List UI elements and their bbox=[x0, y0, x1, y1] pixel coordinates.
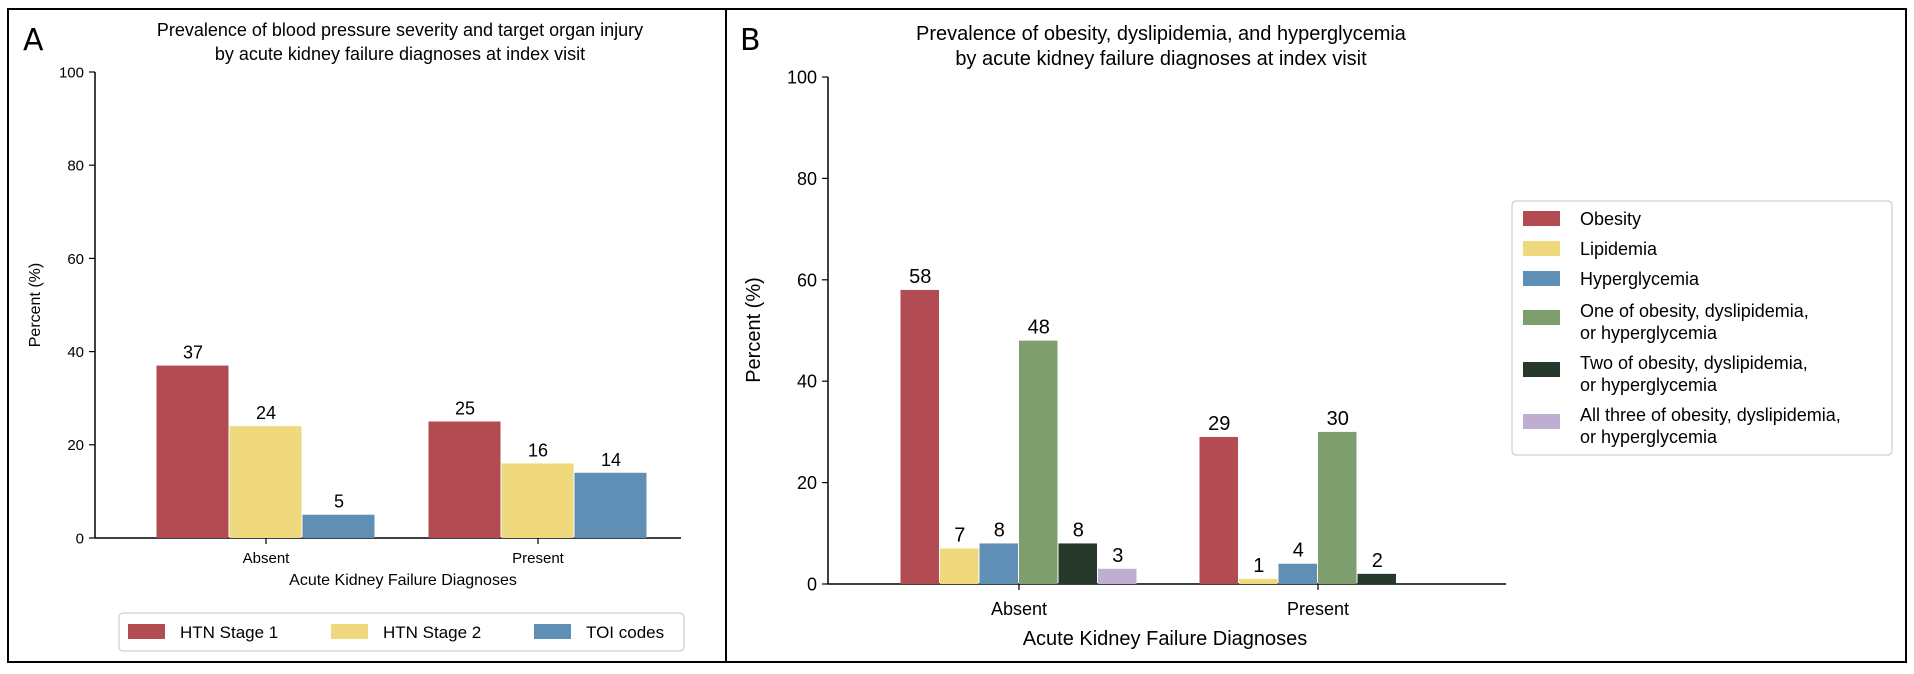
chart-0-y-tick-label: 20 bbox=[67, 437, 84, 454]
chart-1-data-label: 48 bbox=[1028, 317, 1050, 339]
bar-htn-stage-1-absent bbox=[156, 365, 229, 538]
legend-b-label-line-2: or hyperglycemia bbox=[1580, 427, 1718, 447]
chart-1-x-tick-label: Present bbox=[1287, 599, 1349, 619]
panel-b-title-line-1: Prevalence of obesity, dyslipidemia, and… bbox=[916, 23, 1407, 45]
bar-toi-codes-absent bbox=[302, 514, 375, 538]
legend-b-label-line-1: All three of obesity, dyslipidemia, bbox=[1580, 405, 1841, 425]
chart-1-data-label: 29 bbox=[1208, 413, 1230, 435]
chart-0-data-label: 24 bbox=[256, 403, 276, 423]
chart-0-data-label: 5 bbox=[334, 492, 344, 512]
chart-1-data-label: 30 bbox=[1327, 408, 1349, 430]
chart-0-y-tick-label: 100 bbox=[59, 64, 84, 81]
panel-a-letter: A bbox=[23, 23, 44, 58]
legend-a-swatch bbox=[331, 624, 368, 639]
bar-all-three-of-obesity-dyslipidemia-or-hyperglycemia-absent bbox=[1098, 568, 1137, 584]
chart-1-y-tick-label: 40 bbox=[797, 372, 817, 392]
chart-1-data-label: 3 bbox=[1112, 545, 1123, 567]
legend-b-label-line-1: One of obesity, dyslipidemia, bbox=[1580, 301, 1809, 321]
panel-b: B Prevalence of obesity, dyslipidemia, a… bbox=[740, 23, 1893, 650]
legend-b-swatch bbox=[1523, 414, 1560, 429]
chart-0-data-label: 16 bbox=[528, 440, 548, 460]
bar-one-of-obesity-dyslipidemia-or-hyperglycemia-absent bbox=[1019, 340, 1058, 584]
bar-two-of-obesity-dyslipidemia-or-hyperglycemia-absent bbox=[1058, 543, 1097, 584]
panel-a: A Prevalence of blood pressure severity … bbox=[23, 20, 685, 652]
chart-1-x-axis-label: Acute Kidney Failure Diagnoses bbox=[1023, 628, 1308, 650]
panel-b-legend: Obesity Lipidemia Hyperglycemia One of obes… bbox=[1511, 200, 1893, 456]
panel-a-title-line-1: Prevalence of blood pressure severity an… bbox=[157, 20, 643, 40]
legend-b-swatch bbox=[1523, 310, 1560, 325]
panel-b-letter: B bbox=[740, 23, 761, 58]
bar-hyperglycemia-present bbox=[1278, 563, 1317, 584]
chart-1-y-tick-label: 0 bbox=[807, 574, 817, 594]
panel-a-title-line-2: by acute kidney failure diagnoses at ind… bbox=[215, 44, 585, 64]
chart-1-y-axis-label: Percent (%) bbox=[743, 277, 765, 383]
legend-a-frame bbox=[118, 612, 685, 652]
bar-two-of-obesity-dyslipidemia-or-hyperglycemia-present bbox=[1357, 573, 1396, 584]
chart-0-x-axis-label: Acute Kidney Failure Diagnoses bbox=[289, 572, 517, 589]
chart-0-y-tick-label: 80 bbox=[67, 158, 84, 175]
panel-b-plot: 0 20 40 60 80 100 Absent 58 7 8 48 8 3 Present 29 1 4 30 2… bbox=[743, 67, 1506, 650]
legend-b-swatch bbox=[1523, 271, 1560, 286]
legend-b-label: Obesity bbox=[1580, 209, 1641, 229]
bar-htn-stage-2-present bbox=[501, 463, 574, 538]
legend-b-swatch bbox=[1523, 211, 1560, 226]
legend-b-label: Lipidemia bbox=[1580, 239, 1658, 259]
panel-b-title-line-2: by acute kidney failure diagnoses at ind… bbox=[955, 48, 1367, 70]
chart-1-data-label: 8 bbox=[994, 519, 1005, 541]
legend-b-swatch bbox=[1523, 362, 1560, 377]
chart-0-data-label: 14 bbox=[601, 450, 621, 470]
panel-a-border bbox=[7, 8, 727, 663]
bar-lipidemia-present bbox=[1239, 578, 1278, 584]
legend-a-label: TOI codes bbox=[586, 623, 664, 642]
chart-1-y-tick-label: 100 bbox=[787, 67, 817, 87]
chart-1-y-tick-label: 80 bbox=[797, 169, 817, 189]
bar-lipidemia-absent bbox=[940, 548, 979, 584]
chart-1-data-label: 7 bbox=[954, 525, 965, 547]
chart-1-x-tick-label: Absent bbox=[991, 599, 1047, 619]
chart-1-data-label: 4 bbox=[1293, 540, 1304, 562]
panel-a-plot: 0 20 40 60 80 100 Absent 37 24 5 Present 25 16 14 Acut… bbox=[27, 64, 681, 589]
chart-1-data-label: 58 bbox=[909, 266, 931, 288]
legend-b-swatch bbox=[1523, 241, 1560, 256]
panel-b-border bbox=[725, 8, 1907, 663]
chart-0-data-label: 25 bbox=[455, 399, 475, 419]
chart-0-y-tick-label: 60 bbox=[67, 251, 84, 268]
bar-obesity-absent bbox=[900, 289, 939, 584]
legend-b-frame bbox=[1511, 200, 1893, 456]
chart-0-x-tick-label: Absent bbox=[243, 550, 291, 567]
chart-1-y-tick-label: 60 bbox=[797, 270, 817, 290]
chart-0-x-tick-label: Present bbox=[512, 550, 565, 567]
chart-1-data-label: 8 bbox=[1073, 519, 1084, 541]
chart-0-y-tick-label: 0 bbox=[76, 530, 84, 547]
chart-0-data-label: 37 bbox=[183, 343, 203, 363]
bar-hyperglycemia-absent bbox=[979, 543, 1018, 584]
bar-obesity-present bbox=[1199, 436, 1238, 584]
legend-b-label-line-2: or hyperglycemia bbox=[1580, 375, 1718, 395]
chart-1-data-label: 2 bbox=[1372, 550, 1383, 572]
chart-0-y-tick-label: 40 bbox=[67, 344, 84, 361]
bar-one-of-obesity-dyslipidemia-or-hyperglycemia-present bbox=[1318, 431, 1357, 584]
legend-b-label: Hyperglycemia bbox=[1580, 269, 1700, 289]
legend-a-swatch bbox=[534, 624, 571, 639]
legend-a-label: HTN Stage 1 bbox=[180, 623, 278, 642]
legend-b-label-line-1: Two of obesity, dyslipidemia, bbox=[1580, 353, 1808, 373]
chart-1-y-tick-label: 20 bbox=[797, 473, 817, 493]
bar-htn-stage-2-absent bbox=[229, 426, 302, 538]
chart-1-data-label: 1 bbox=[1253, 555, 1264, 577]
legend-a-label: HTN Stage 2 bbox=[383, 623, 481, 642]
panel-a-legend: HTN Stage 1 HTN Stage 2 TOI codes bbox=[118, 612, 685, 652]
bar-htn-stage-1-present bbox=[428, 421, 501, 538]
chart-0-y-axis-label: Percent (%) bbox=[27, 263, 44, 347]
legend-b-label-line-2: or hyperglycemia bbox=[1580, 323, 1718, 343]
bar-toi-codes-present bbox=[574, 472, 647, 538]
legend-a-swatch bbox=[128, 624, 165, 639]
